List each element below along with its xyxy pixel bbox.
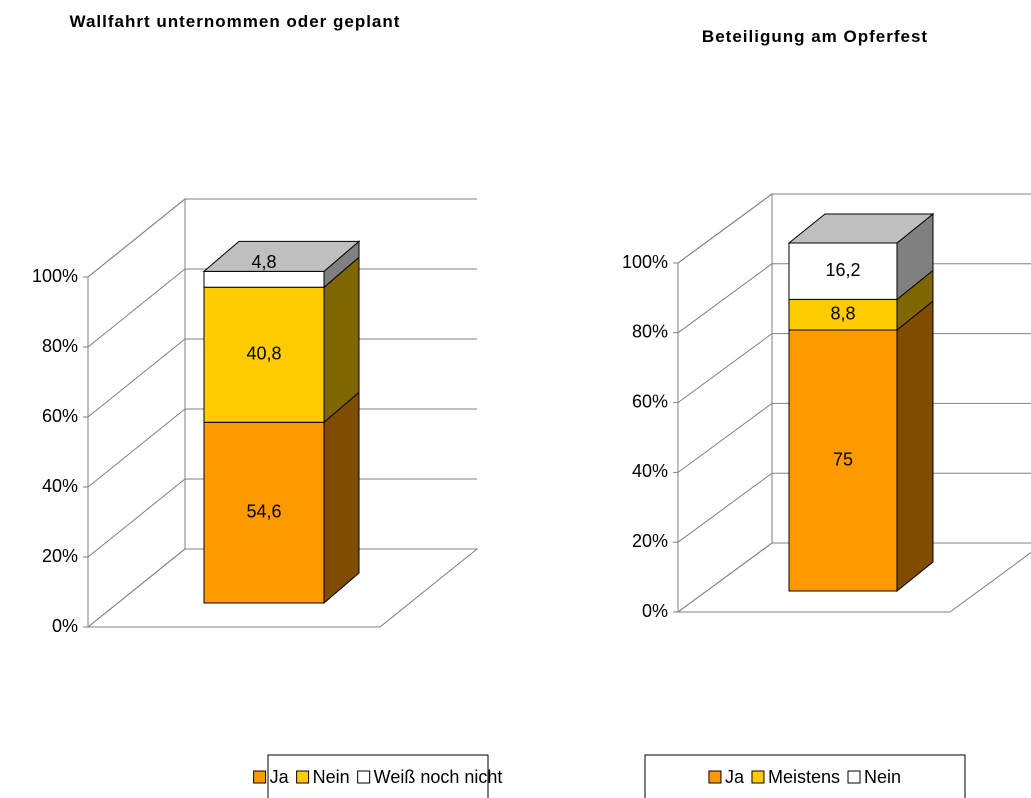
y-tick-label: 80% [632,322,668,342]
legend-label: Meistens [768,767,840,787]
grid-line [677,542,1031,613]
y-tick-label: 40% [632,461,668,481]
bar-side [896,299,934,593]
grid-line [87,338,477,418]
grid-line [87,198,477,278]
legend-swatch [751,770,765,784]
grid-line [677,263,1031,334]
grid-line [87,408,477,488]
legend-swatch [253,770,267,784]
bar-top [202,240,361,272]
data-label: 54,6 [246,501,281,521]
legend-label: Ja [270,767,290,787]
chart-title: Beteiligung am Opferfest [701,27,929,46]
legend-swatch [357,770,371,784]
grid-line [87,478,477,558]
y-tick-label: 20% [632,531,668,551]
bar-segment [788,242,898,300]
left-wall [87,197,186,549]
bar-top [787,213,935,244]
legend-label: Nein [864,767,901,787]
bar-segment [203,421,325,604]
y-tick-label: 60% [42,406,78,426]
grid-line [677,402,1031,473]
data-label: 8,8 [830,303,855,323]
y-tick-label: 20% [42,546,78,566]
legend-label: Ja [725,767,745,787]
y-tick-label: 40% [42,476,78,496]
y-tick-label: 80% [42,336,78,356]
data-label: 75 [833,449,853,469]
grid-line [87,268,477,348]
grid-line [87,548,477,628]
bar-segment [788,298,898,331]
legend-swatch [847,770,861,784]
grid-line [677,472,1031,543]
y-tick-label: 0% [52,616,78,636]
bar-segment [203,286,325,423]
data-label: 4,8 [251,252,276,272]
y-tick-label: 100% [32,266,78,286]
legend-label: Weiß noch nicht [374,767,503,787]
legend-label: Nein [313,767,350,787]
chart-title: Wallfahrt unternommen oder geplant [69,12,401,31]
y-tick-label: 0% [642,601,668,621]
legend-swatch [296,770,310,784]
grid-line [677,333,1031,404]
bar-side [323,391,360,605]
data-label: 16,2 [825,260,860,280]
bar-segment [203,270,325,288]
bar-segment [788,329,898,592]
legend-box [644,754,966,798]
legend-swatch [708,770,722,784]
y-tick-label: 100% [622,252,668,272]
grid-line [677,193,1031,264]
y-tick-label: 60% [632,391,668,411]
data-label: 40,8 [246,344,281,364]
